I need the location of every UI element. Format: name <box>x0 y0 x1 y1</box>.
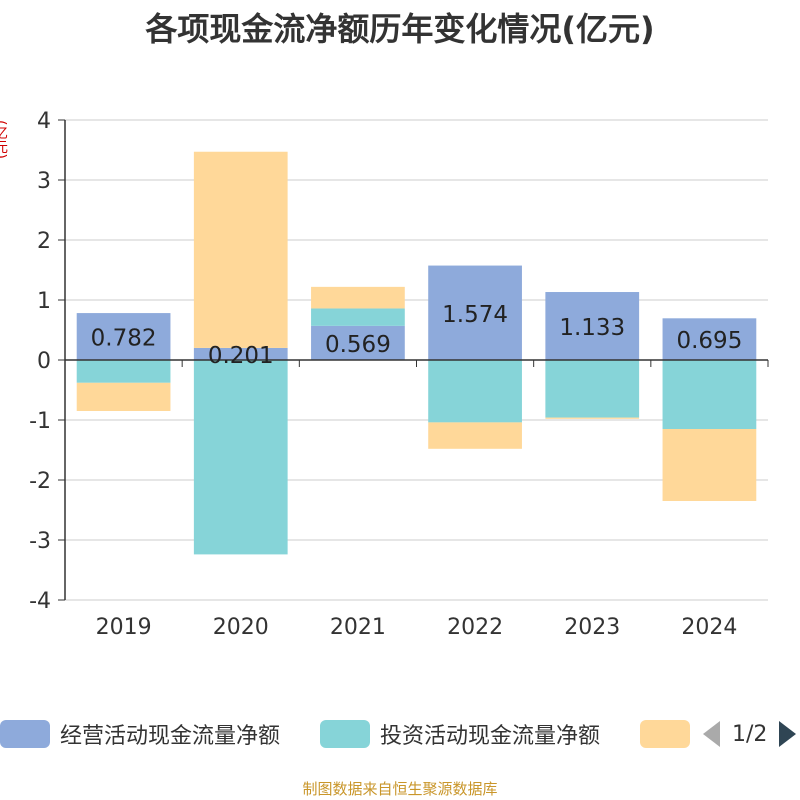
data-source-note: 制图数据来自恒生聚源数据库 <box>302 780 498 798</box>
legend: 经营活动现金流量净额 投资活动现金流量净额 1/2 <box>0 714 800 754</box>
y-tick-label: 4 <box>37 109 51 134</box>
bar-2-2024 <box>662 360 757 429</box>
legend-swatch-investing <box>320 720 370 748</box>
y-tick-label: 2 <box>37 229 51 254</box>
bar-1-2022 <box>428 265 522 360</box>
legend-item-financing[interactable] <box>640 714 700 754</box>
bar-1-2024 <box>662 318 757 360</box>
chart-area: 4 3 2 1 0 -1 -2 -3 -4 2019 2020 2021 2022 2023 2024 0.7… <box>29 109 769 640</box>
bar-3-2024 <box>662 429 757 501</box>
bar-3-2023 <box>545 417 640 419</box>
data-label-2022: 1.574 <box>442 302 508 328</box>
bar-1-2021 <box>311 325 405 360</box>
y-tick-label: -3 <box>29 529 51 554</box>
bar-2-2019 <box>76 360 171 383</box>
bar-2-2022 <box>428 360 522 423</box>
x-tick-label: 2021 <box>330 615 386 640</box>
bar-1-2020 <box>193 347 288 360</box>
data-label-2024: 0.695 <box>676 328 742 354</box>
legend-pager: 1/2 <box>703 714 797 754</box>
legend-swatch-financing <box>640 720 690 748</box>
legend-next-page-icon[interactable] <box>779 721 797 747</box>
x-tick-label: 2019 <box>96 615 152 640</box>
legend-swatch-operating <box>0 720 50 748</box>
bar-3-2019 <box>76 382 171 411</box>
legend-label-operating: 经营活动现金流量净额 <box>60 724 281 749</box>
bar-2-2021 <box>311 308 405 326</box>
bar-3-2020 <box>193 151 288 348</box>
bar-2-2023 <box>545 360 640 418</box>
y-tick-label: -4 <box>29 589 51 614</box>
legend-prev-page-icon[interactable] <box>703 721 720 747</box>
y-tick-label: 1 <box>37 289 51 314</box>
x-tick-label: 2024 <box>681 615 737 640</box>
y-tick-label: -2 <box>29 469 51 494</box>
y-tick-label: 0 <box>37 349 51 374</box>
x-tick-label: 2020 <box>213 615 269 640</box>
y-axis-unit: (亿元) <box>0 120 8 159</box>
x-tick-label: 2023 <box>564 615 620 640</box>
bar-1-2023 <box>545 292 640 360</box>
data-label-2021: 0.569 <box>325 332 391 358</box>
legend-label-investing: 投资活动现金流量净额 <box>380 724 601 749</box>
data-label-2019: 0.782 <box>91 326 157 352</box>
bar-2-2020 <box>193 360 288 555</box>
bar-1-2019 <box>76 313 171 360</box>
legend-item-operating[interactable]: 经营活动现金流量净额 <box>0 714 280 754</box>
bar-3-2021 <box>311 286 405 309</box>
y-tick-label: -1 <box>29 409 51 434</box>
data-label-2020: 0.201 <box>208 343 274 369</box>
x-tick-label: 2022 <box>447 615 503 640</box>
chart-title: 各项现金流净额历年变化情况(亿元) <box>145 10 655 48</box>
bar-3-2022 <box>428 422 522 449</box>
y-tick-label: 3 <box>37 169 51 194</box>
legend-item-investing[interactable]: 投资活动现金流量净额 <box>320 714 600 754</box>
data-label-2023: 1.133 <box>559 315 625 341</box>
legend-page-indicator: 1/2 <box>732 721 768 747</box>
